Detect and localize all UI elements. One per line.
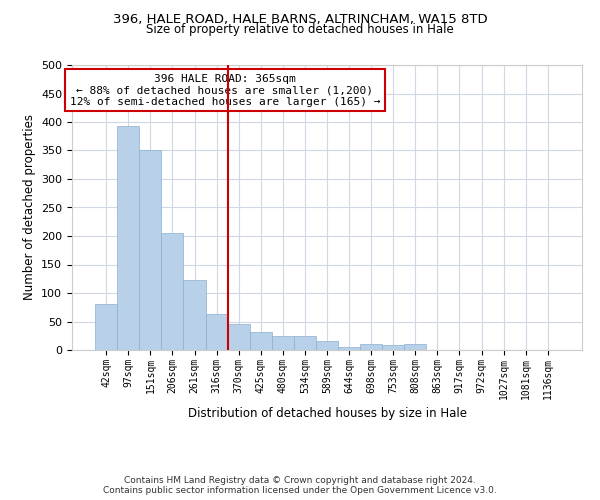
Bar [184,280,206,350]
Bar [272,336,294,350]
Text: Size of property relative to detached houses in Hale: Size of property relative to detached ho… [146,22,454,36]
Text: 396 HALE ROAD: 365sqm
← 88% of detached houses are smaller (1,200)
12% of semi-d: 396 HALE ROAD: 365sqm ← 88% of detached … [70,74,380,107]
Bar [316,342,338,350]
Text: Contains public sector information licensed under the Open Government Licence v3: Contains public sector information licen… [103,486,497,495]
Bar [139,150,161,350]
Bar [338,347,360,350]
Bar [382,345,404,350]
Bar [294,336,316,350]
Bar [95,304,117,350]
Bar [117,126,139,350]
Bar [250,332,272,350]
Y-axis label: Number of detached properties: Number of detached properties [23,114,35,300]
Bar [404,344,427,350]
Bar [206,314,227,350]
Bar [161,233,184,350]
Bar [227,324,250,350]
Bar [360,344,382,350]
Text: Contains HM Land Registry data © Crown copyright and database right 2024.: Contains HM Land Registry data © Crown c… [124,476,476,485]
X-axis label: Distribution of detached houses by size in Hale: Distribution of detached houses by size … [187,407,467,420]
Text: 396, HALE ROAD, HALE BARNS, ALTRINCHAM, WA15 8TD: 396, HALE ROAD, HALE BARNS, ALTRINCHAM, … [113,12,487,26]
